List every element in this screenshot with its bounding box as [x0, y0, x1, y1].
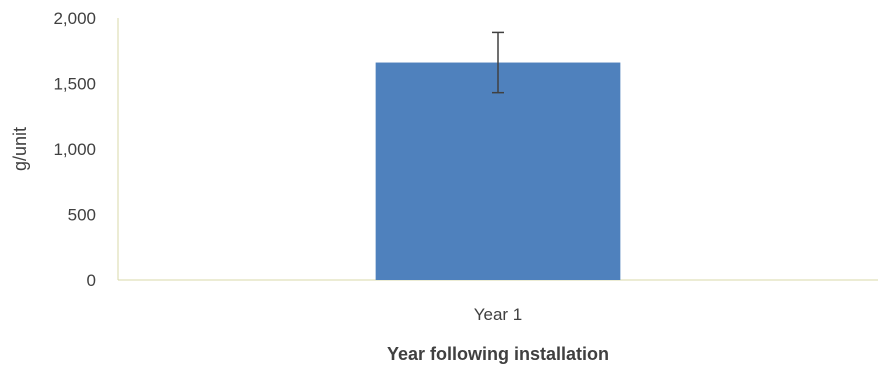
y-tick-label: 500 — [68, 206, 96, 225]
bars — [375, 62, 621, 280]
error-bars — [492, 31, 504, 94]
y-tick-label: 0 — [87, 271, 96, 290]
x-tick-label: Year 1 — [474, 305, 523, 324]
y-tick-label: 1,000 — [53, 140, 96, 159]
y-axis: 0 500 1,000 1,500 2,000 — [53, 9, 119, 290]
y-axis-title: g/unit — [10, 127, 30, 171]
y-tick-label: 1,500 — [53, 75, 96, 94]
x-tick-labels: Year 1 — [474, 305, 523, 324]
bar — [375, 62, 621, 280]
y-tick-label: 2,000 — [53, 9, 96, 28]
x-axis-title: Year following installation — [387, 344, 609, 364]
